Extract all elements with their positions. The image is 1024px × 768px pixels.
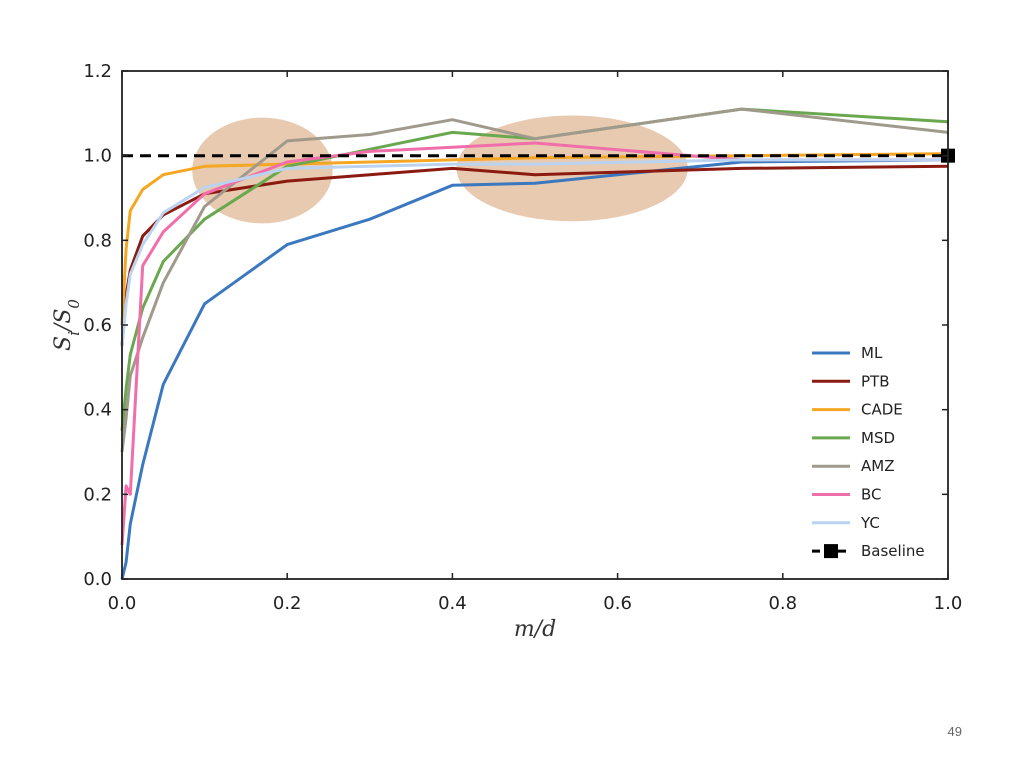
series-line-yc (120, 158, 948, 347)
legend-label-amz: AMZ (861, 457, 894, 475)
x-tick-label: 0.4 (438, 593, 467, 614)
x-tick-label: 0.0 (108, 593, 137, 614)
y-tick-label: 0.2 (83, 484, 112, 505)
y-axis-label: Si/S0 (51, 299, 83, 351)
series-lines (120, 107, 955, 580)
legend-label-yc: YC (860, 514, 880, 532)
page-number: 49 (947, 724, 962, 739)
legend-marker-baseline (824, 544, 838, 559)
legend-label-bc: BC (861, 486, 882, 504)
x-tick-label: 1.0 (934, 593, 963, 614)
legend-label-msd: MSD (861, 429, 895, 447)
y-tick-label: 0.0 (83, 569, 112, 590)
y-tick-label: 0.8 (83, 230, 112, 251)
legend: ML PTB CADE MSD AMZ BC YC Baseline (812, 344, 925, 560)
y-tick-label: 1.0 (83, 146, 112, 167)
series-line-ml (120, 158, 949, 580)
series-line-amz (120, 107, 949, 453)
x-tick-label: 0.6 (603, 593, 632, 614)
legend-label-ptb: PTB (861, 372, 890, 390)
x-tick-label: 0.2 (273, 593, 302, 614)
series-line-cade (120, 152, 949, 326)
legend-label-cade: CADE (861, 401, 903, 419)
legend-label-ml: ML (861, 344, 883, 362)
y-tick-label: 0.4 (83, 400, 112, 421)
y-tick-label: 1.2 (83, 61, 112, 82)
x-tick-label: 0.8 (768, 593, 797, 614)
y-tick-label: 0.6 (83, 315, 112, 336)
x-axis-label: m/d (514, 617, 556, 642)
highlight-ellipse-2 (456, 115, 688, 222)
legend-label-baseline: Baseline (861, 542, 925, 560)
axis-ticks: 0.0 0.2 0.4 0.6 0.8 1.0 0.0 0.2 0.4 0.6 0.8 1.0 1.2 (83, 61, 962, 614)
